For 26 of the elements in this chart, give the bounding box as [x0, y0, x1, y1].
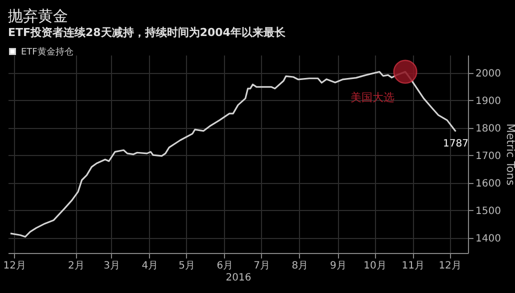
x-tick-label: 3月	[104, 260, 120, 272]
x-tick-label: 7月	[254, 260, 270, 272]
y-tick-label: 1500	[476, 206, 501, 217]
y-tick-label: 1400	[476, 233, 501, 244]
x-tick-label: 6月	[216, 260, 234, 272]
annotation: 美国大选	[350, 90, 394, 104]
x-tick-label: 11月	[402, 260, 425, 272]
chart-subtitle: ETF投资者连续28天减持，持续时间为2004年以来最长	[8, 26, 286, 39]
y-tick-label: 1900	[476, 96, 501, 107]
x-tick-label: 12月	[438, 260, 462, 272]
x-tick-label: 10月	[364, 260, 386, 272]
legend-label: ETF黄金持仓	[21, 46, 74, 58]
x-tick-label: 4月	[142, 260, 158, 272]
data-label: 1787	[442, 138, 468, 150]
y-tick-label: 1700	[476, 150, 501, 162]
x-tick-label: 2月	[68, 260, 84, 272]
x-axis-title: 2016	[226, 272, 252, 284]
x-tick-label: 9月	[330, 260, 346, 272]
y-axis-title: Metric Tons	[504, 124, 515, 186]
x-tick-label: 8月	[292, 260, 308, 272]
y-tick-label: 2000	[476, 68, 501, 80]
x-tick-label: 12月	[3, 260, 26, 272]
y-tick-label: 1600	[476, 178, 501, 190]
chart-title: 抛弃黄金	[8, 7, 68, 25]
y-tick-label: 1800	[476, 123, 501, 134]
x-tick-label: 5月	[178, 260, 196, 272]
